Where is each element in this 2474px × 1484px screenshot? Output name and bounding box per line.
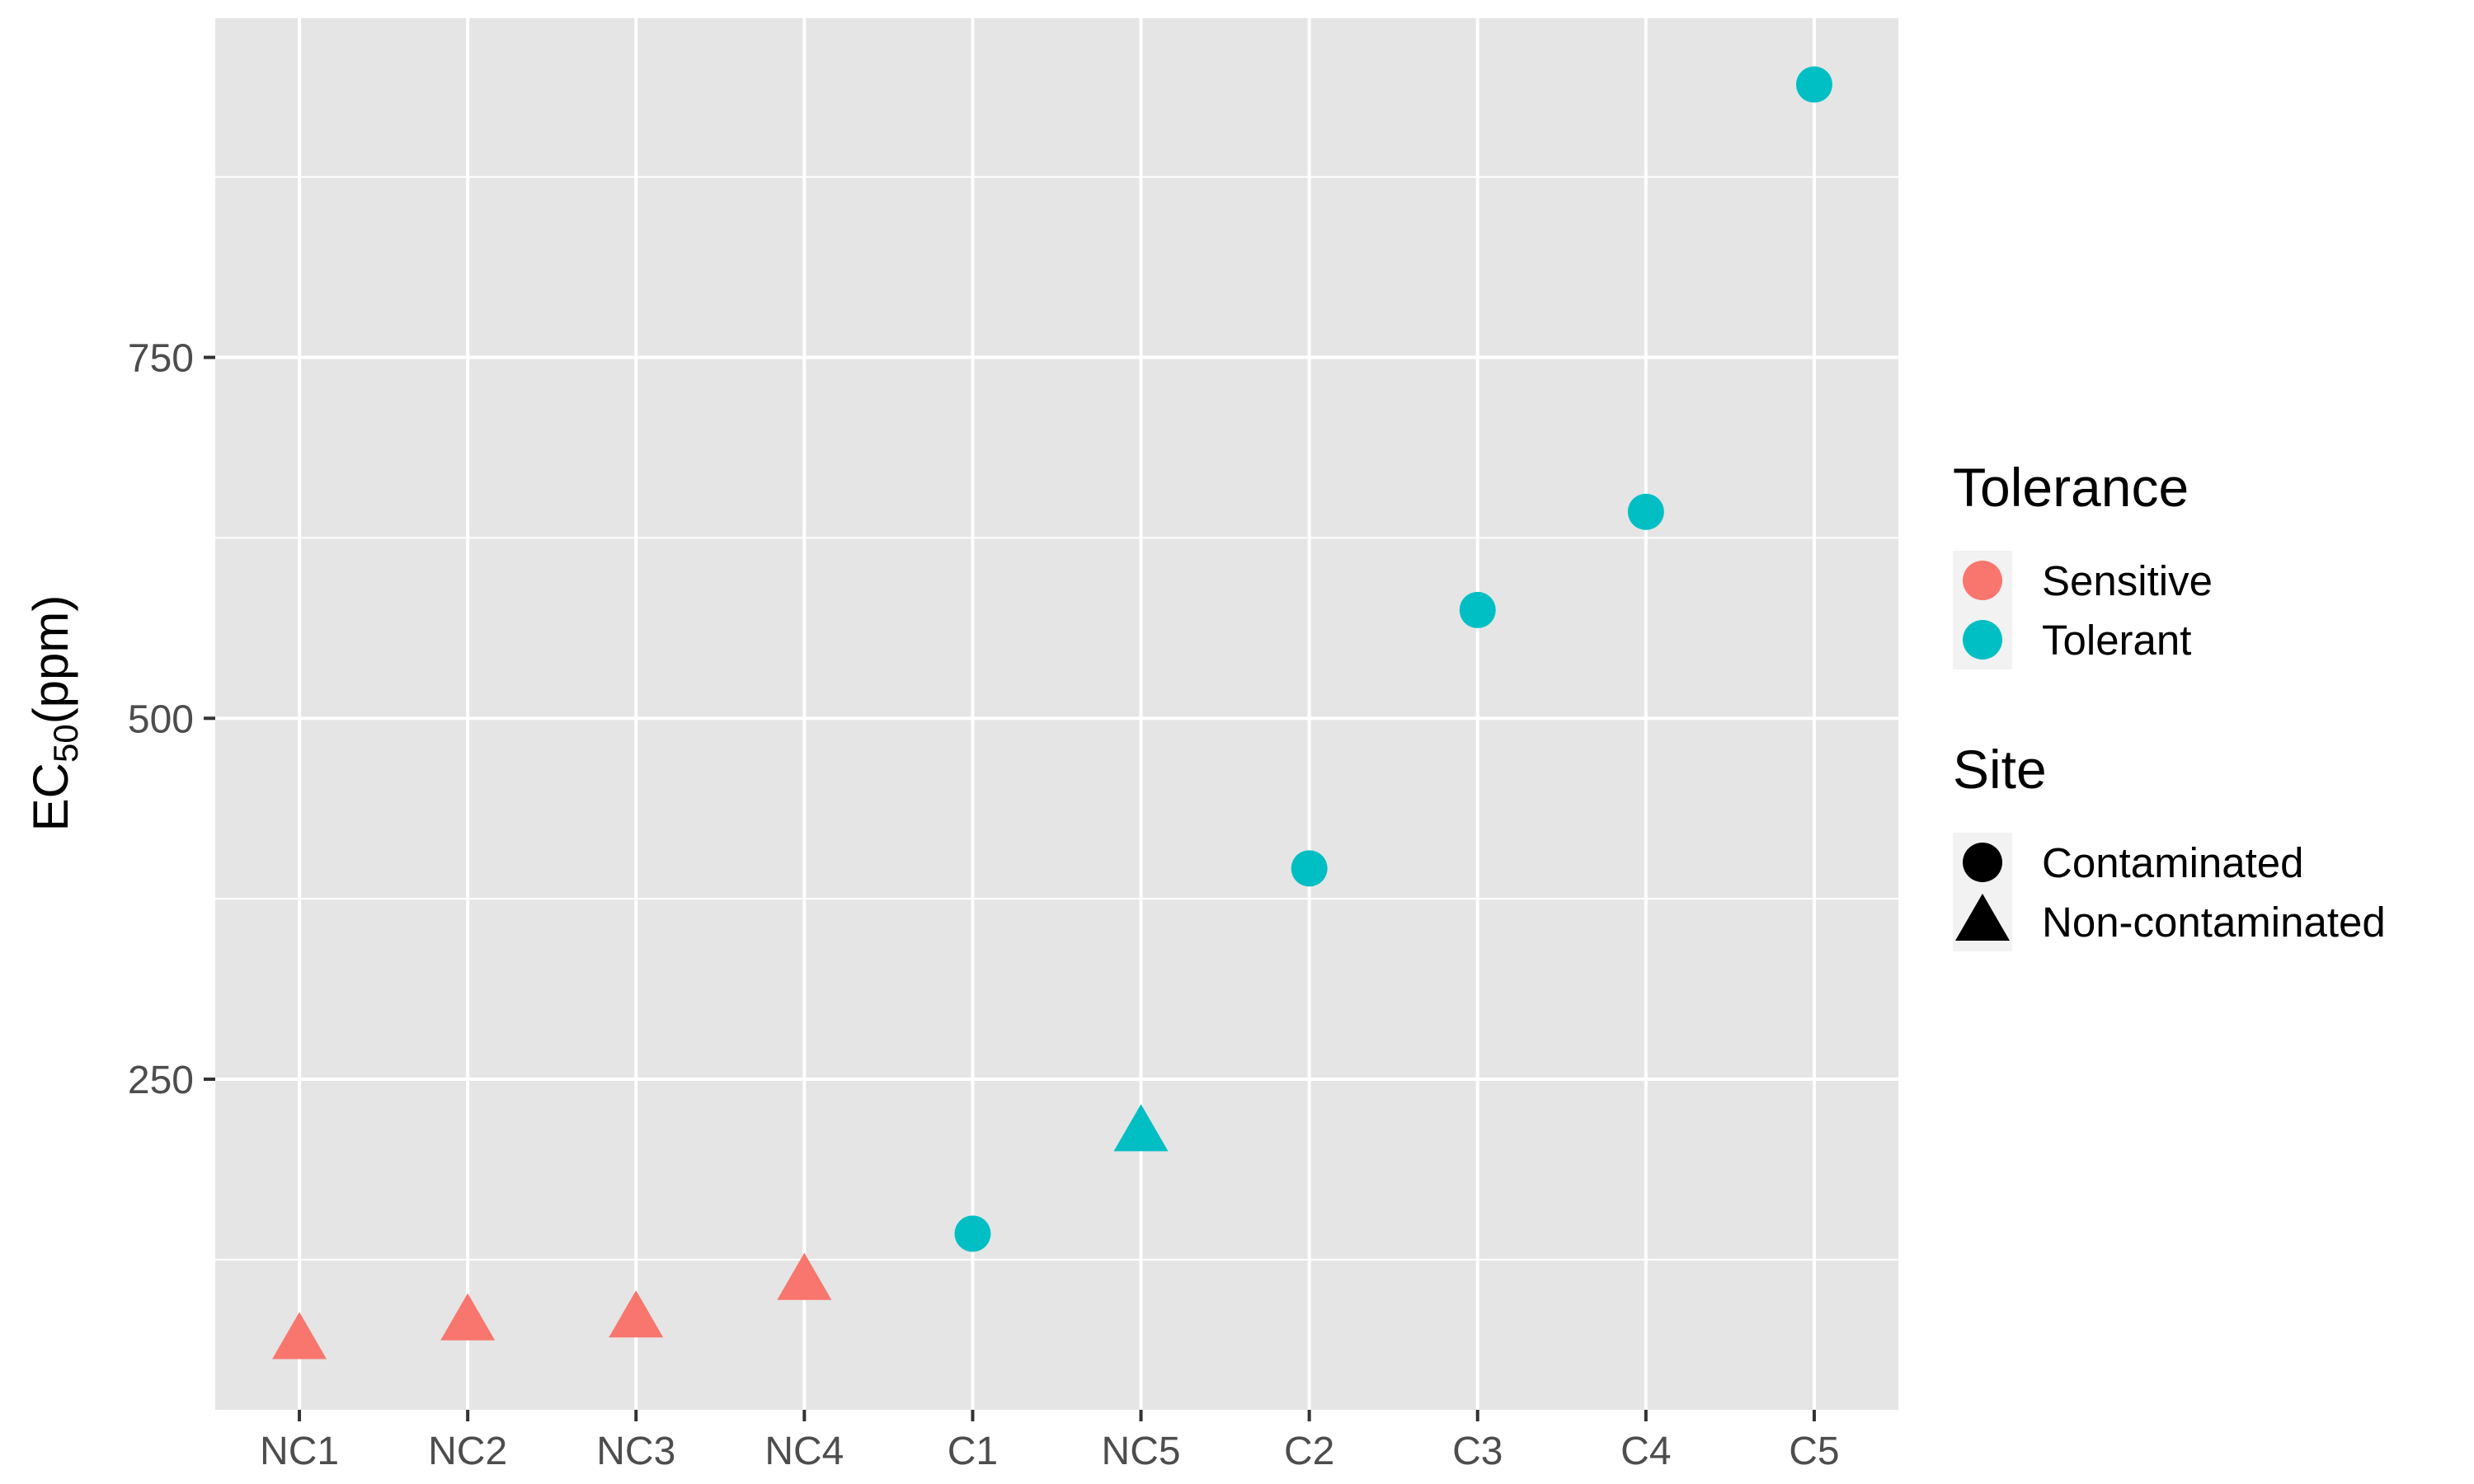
data-point-triangle [1113,1104,1169,1152]
plot-panel [215,18,1898,1410]
legend-title: Site [1953,739,2047,800]
y-axis-title-main: EC [23,763,78,831]
x-tick-label: C2 [1284,1430,1334,1473]
x-tick-label: NC5 [1102,1430,1181,1473]
x-tick-label: NC1 [260,1430,339,1473]
data-point-circle [1795,66,1832,103]
x-tick-label: C5 [1789,1430,1839,1473]
x-tick-label: C4 [1620,1430,1671,1473]
minor-gridlines [215,176,1898,1261]
data-point-triangle [440,1293,496,1341]
x-tick-label: C3 [1452,1430,1503,1473]
y-axis-title: EC50(ppm) [23,595,85,832]
data-point-triangle [272,1312,327,1360]
y-tick-label: 250 [128,1059,194,1102]
data-point-circle [1459,591,1496,628]
data-point-triangle [777,1252,832,1300]
legend-label: Contaminated [2042,839,2304,886]
y-axis-title-unit: (ppm) [23,595,78,725]
x-tick-label: NC4 [764,1430,844,1473]
y-axis-title-subscript: 50 [46,724,85,763]
data-point-circle [1291,850,1328,887]
legend-swatch-sensitive [1963,561,2002,600]
data-points [272,66,1832,1360]
legend-label: Tolerant [2042,617,2191,664]
x-tick-label: NC2 [428,1430,507,1473]
legend-label: Non-contaminated [2042,899,2386,946]
legend-circle-icon [1963,843,2002,882]
x-axis-ticks: NC1 NC2 NC3 NC4 C1 NC5 C2 C3 C4 C5 [260,1410,1840,1473]
legend-triangle-icon [1955,893,2010,942]
data-point-triangle [609,1290,664,1338]
legends: Tolerance Sensitive Tolerant Site Contaminat… [1953,457,2386,951]
legend-title: Tolerance [1953,457,2189,518]
legend-swatch-tolerant [1963,620,2002,660]
data-point-circle [954,1215,991,1252]
major-gridlines [215,18,1898,1410]
x-tick-label: NC3 [596,1430,675,1473]
y-tick-label: 750 [128,336,194,380]
x-tick-label: C1 [948,1430,998,1473]
y-axis-ticks: 250 500 750 [128,336,215,1102]
data-point-circle [1627,493,1664,530]
y-tick-label: 500 [128,697,194,741]
legend-label: Sensitive [2042,557,2213,604]
